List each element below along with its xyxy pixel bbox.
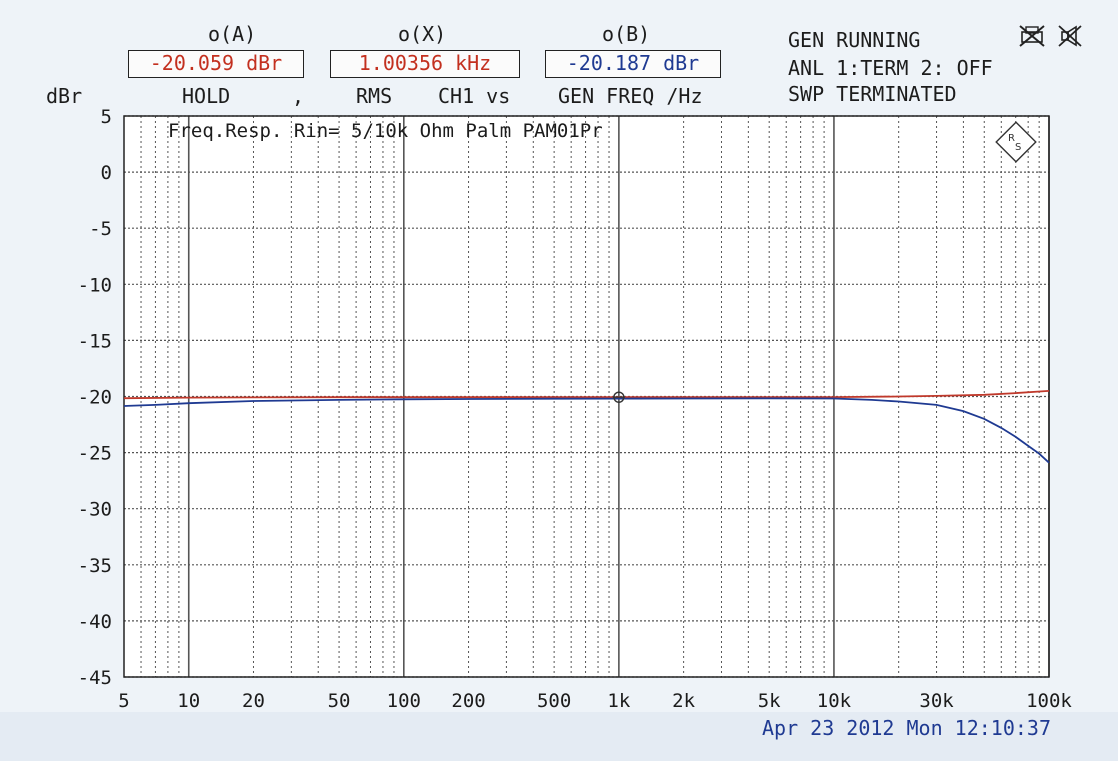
- col-x-title: o(X): [398, 22, 447, 46]
- x-axis-ticks: 5 10 20 50 100 200 500 1k 2k 5k 10k 30k 100k: [118, 690, 1072, 712]
- x-tick-label: 20: [242, 690, 265, 712]
- x-tick-label: 500: [537, 690, 571, 712]
- trace-b-line: [123, 397, 1050, 464]
- cursor-marker: [612, 391, 625, 403]
- speaker-crossed-icon: [1058, 25, 1082, 47]
- footer-band: [0, 712, 1118, 761]
- y-tick-label: -20: [78, 387, 112, 409]
- y-unit-label: dBr: [46, 84, 83, 108]
- y-tick-label: -40: [78, 611, 112, 633]
- x-tick-label: 10: [177, 690, 200, 712]
- y-tick-label: -15: [78, 330, 112, 352]
- y-tick-label: -35: [78, 555, 112, 577]
- timestamp: Apr 23 2012 Mon 12:10:37: [762, 716, 1051, 740]
- mode-rms: RMS: [356, 84, 393, 108]
- svg-text:R: R: [1008, 133, 1015, 144]
- plot-frame: [123, 115, 1050, 678]
- y-tick-label: -30: [78, 499, 112, 521]
- trace-a-line: [123, 390, 1050, 400]
- y-tick-label: -5: [89, 218, 112, 240]
- mode-gen-freq: GEN FREQ /Hz: [558, 84, 703, 108]
- y-tick-label: 0: [101, 162, 112, 184]
- x-tick-label: 10k: [817, 690, 852, 712]
- x-tick-label: 2k: [672, 690, 695, 712]
- x-tick-label: 50: [328, 690, 351, 712]
- y-tick-label: -45: [78, 667, 112, 689]
- x-tick-label: 1k: [607, 690, 630, 712]
- y-tick-label: 5: [101, 106, 112, 128]
- x-tick-label: 5k: [758, 690, 781, 712]
- x-tick-label: 100k: [1026, 690, 1072, 712]
- x-tick-label: 5: [118, 690, 129, 712]
- col-a-title: o(A): [208, 22, 257, 46]
- readout-x: 1.00356 kHz: [330, 50, 520, 78]
- readout-b: -20.187 dBr: [545, 50, 721, 78]
- x-tick-label: 200: [451, 690, 485, 712]
- x-tick-label: 100: [387, 690, 421, 712]
- rohde-schwarz-logo-icon: R S: [995, 121, 1037, 163]
- mode-hold: HOLD: [182, 84, 231, 108]
- series-layer: [123, 390, 1050, 464]
- y-tick-label: -10: [78, 274, 112, 296]
- mode-channel: CH1 vs: [438, 84, 511, 108]
- y-axis-ticks: 5 0 -5 -10 -15 -20 -25 -30 -35 -40 -45: [78, 106, 112, 689]
- chart-title: Freq.Resp. Rin= 5/10k Ohm Palm PAM01Pr: [168, 120, 603, 142]
- y-tick-label: -25: [78, 443, 112, 465]
- printer-crossed-icon: [1019, 25, 1045, 47]
- readout-a: -20.059 dBr: [128, 50, 304, 78]
- svg-text:S: S: [1015, 142, 1021, 153]
- col-b-title: o(B): [602, 22, 651, 46]
- x-tick-label: 30k: [919, 690, 954, 712]
- status-anl: ANL 1:TERM 2: OFF: [788, 56, 993, 80]
- status-gen: GEN RUNNING: [788, 28, 921, 52]
- status-swp: SWP TERMINATED: [788, 82, 957, 106]
- mode-separator: ,: [292, 84, 305, 108]
